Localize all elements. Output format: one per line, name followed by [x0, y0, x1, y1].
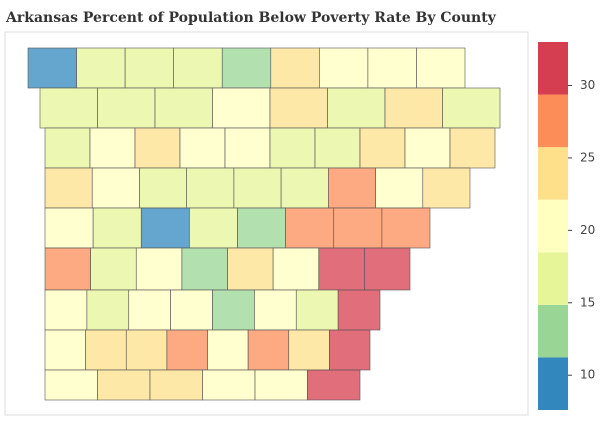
county — [337, 289, 381, 331]
county — [139, 167, 187, 209]
county — [44, 247, 91, 291]
county — [44, 329, 86, 371]
chart-title: Arkansas Percent of Population Below Pov… — [5, 10, 497, 26]
county — [181, 247, 228, 291]
colorbar-tick-label: 15 — [580, 295, 595, 309]
county — [314, 127, 361, 169]
county — [173, 47, 223, 89]
colorbar-band — [538, 147, 568, 200]
county — [44, 369, 98, 401]
county — [384, 87, 443, 129]
county — [149, 369, 203, 401]
county — [416, 47, 466, 89]
county — [328, 167, 376, 209]
county — [224, 127, 271, 169]
county — [319, 47, 369, 89]
colorbar-tick-label: 30 — [580, 78, 595, 92]
county — [295, 289, 339, 331]
county — [333, 207, 383, 249]
county — [154, 87, 213, 129]
county — [27, 47, 77, 89]
colorbar: 10 15 20 25 30 — [538, 42, 595, 410]
county — [91, 167, 140, 209]
county — [44, 289, 88, 331]
county — [85, 329, 127, 371]
colorbar-band — [538, 357, 568, 410]
county — [288, 329, 330, 371]
county — [327, 87, 386, 129]
county — [39, 87, 98, 129]
county — [329, 329, 371, 371]
county — [140, 207, 190, 249]
map-frame — [4, 31, 529, 416]
county — [269, 127, 316, 169]
county — [44, 127, 91, 169]
county — [170, 289, 213, 331]
county — [227, 247, 274, 291]
county — [422, 167, 471, 209]
county — [128, 289, 171, 331]
colorbar-band — [538, 252, 568, 305]
county — [97, 87, 156, 129]
county — [233, 167, 282, 209]
county — [92, 207, 142, 249]
county — [237, 207, 286, 249]
county — [76, 47, 126, 89]
county — [86, 289, 130, 331]
county — [125, 329, 168, 371]
county — [280, 167, 329, 209]
county — [212, 289, 255, 331]
county — [449, 127, 496, 169]
county — [375, 167, 424, 209]
county — [367, 47, 417, 89]
colorbar-band — [538, 94, 568, 148]
county — [189, 207, 238, 249]
county — [247, 329, 290, 371]
county — [318, 247, 365, 291]
colorbar-band — [538, 304, 568, 358]
county — [44, 167, 93, 209]
colorbar-tick-label: 20 — [580, 223, 595, 237]
county — [44, 207, 94, 249]
county — [364, 247, 411, 291]
county — [186, 167, 235, 209]
county — [202, 369, 256, 401]
county — [272, 247, 320, 291]
colorbar-band — [538, 42, 568, 95]
county — [254, 369, 308, 401]
county — [134, 127, 181, 169]
county — [212, 87, 271, 129]
county — [381, 207, 431, 249]
colorbar-tick-label: 10 — [580, 368, 595, 382]
county-layer — [27, 47, 501, 401]
colorbar-tick-label: 25 — [580, 150, 595, 164]
county — [97, 369, 151, 401]
county — [307, 369, 361, 401]
county — [254, 289, 297, 331]
county — [166, 329, 208, 371]
county — [270, 47, 320, 89]
county — [179, 127, 226, 169]
county — [285, 207, 335, 249]
county — [404, 127, 451, 169]
county — [124, 47, 174, 89]
county — [89, 127, 136, 169]
county — [359, 127, 406, 169]
county — [135, 247, 183, 291]
county — [442, 87, 501, 129]
colorbar-band — [538, 199, 568, 253]
county — [221, 47, 272, 89]
county — [207, 329, 249, 371]
county — [269, 87, 328, 129]
county — [90, 247, 137, 291]
